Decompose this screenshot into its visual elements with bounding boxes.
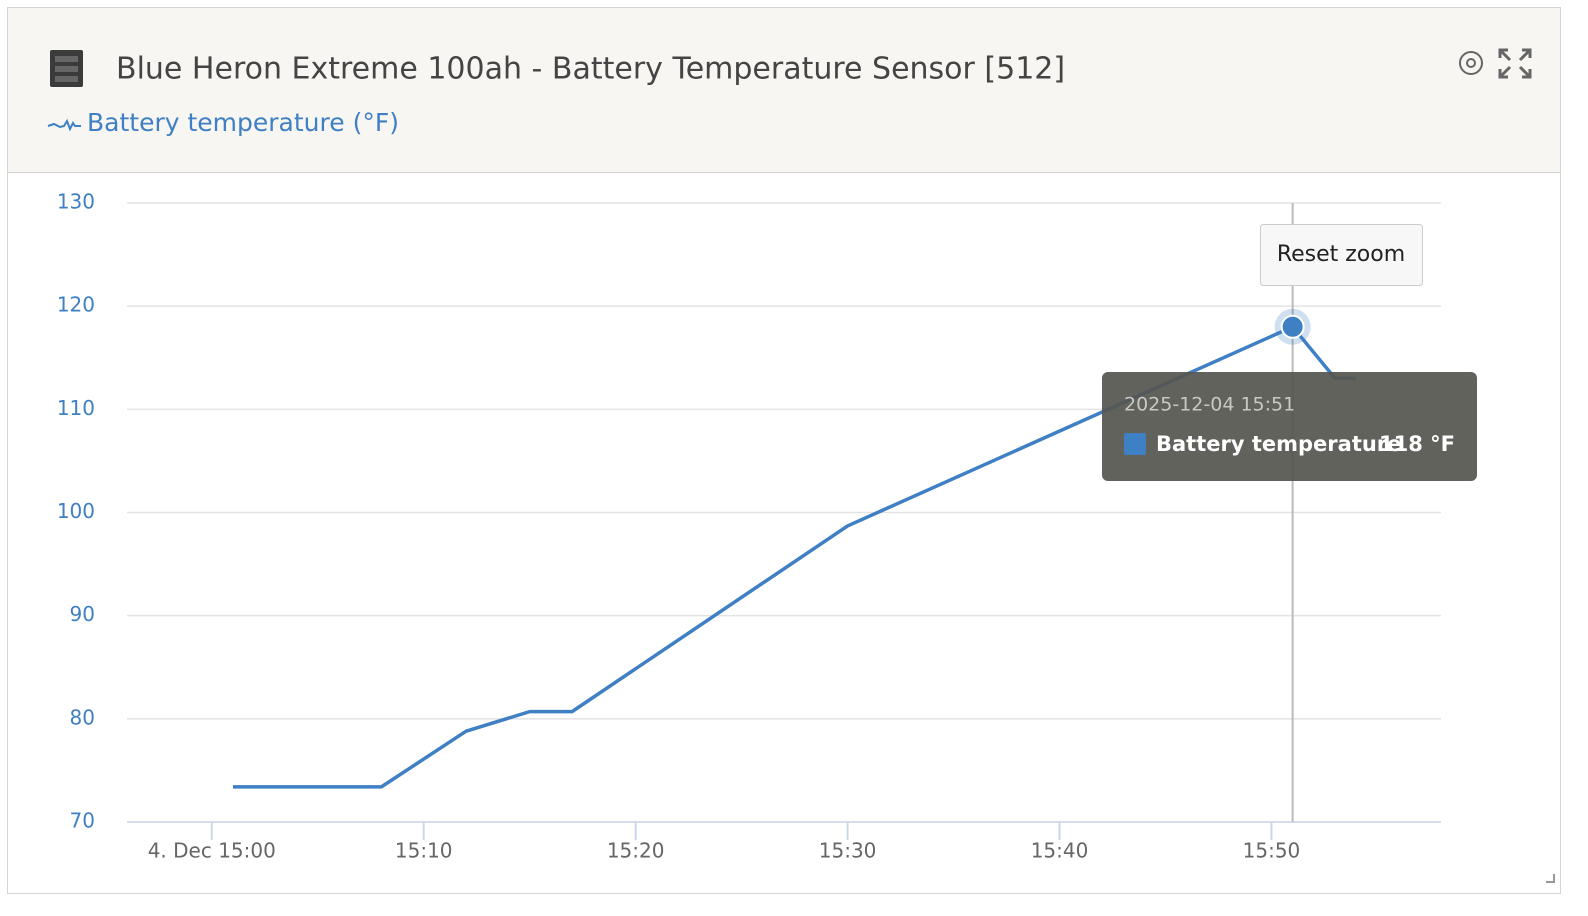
tooltip-value: 118 °F [1379,432,1455,456]
x-tick-label: 15:10 [395,839,453,863]
y-tick-label: 110 [57,396,95,420]
y-tick-label: 100 [57,499,95,523]
widget-title: Blue Heron Extreme 100ah - Battery Tempe… [116,52,1065,87]
resize-handle[interactable] [1546,874,1555,883]
y-tick-label: 120 [57,293,95,317]
legend-icon [47,118,81,132]
fullscreen-button[interactable] [1498,48,1532,79]
battery-icon [50,50,83,87]
x-tick-label: 15:30 [819,839,877,863]
hover-marker [1280,314,1305,339]
header-bg [8,8,1560,172]
y-tick-label: 130 [57,190,95,214]
settings-button[interactable] [1459,51,1483,75]
tooltip: 2025-12-04 15:51 Battery temperature 118… [1102,372,1477,481]
plot-area: 70 80 90 100 110 120 130 4. Dec 15:00 15:10 15:20… [57,190,1441,863]
tooltip-series: Battery temperature [1156,432,1401,456]
series-line [232,325,1357,789]
x-tick-label: 15:40 [1031,839,1089,863]
legend-label[interactable]: Battery temperature (°F) [87,108,399,137]
reset-zoom-label[interactable]: Reset zoom [1277,242,1405,267]
x-tick-label: 4. Dec 15:00 [148,839,276,863]
y-tick-label: 90 [70,602,95,626]
y-tick-label: 70 [70,809,95,833]
tooltip-title: 2025-12-04 15:51 [1124,394,1295,416]
reset-zoom-button[interactable]: Reset zoom [1260,224,1423,286]
y-tick-label: 80 [70,705,95,729]
tooltip-swatch [1124,433,1146,455]
x-tick-label: 15:50 [1243,839,1301,863]
x-tick-label: 15:20 [607,839,665,863]
